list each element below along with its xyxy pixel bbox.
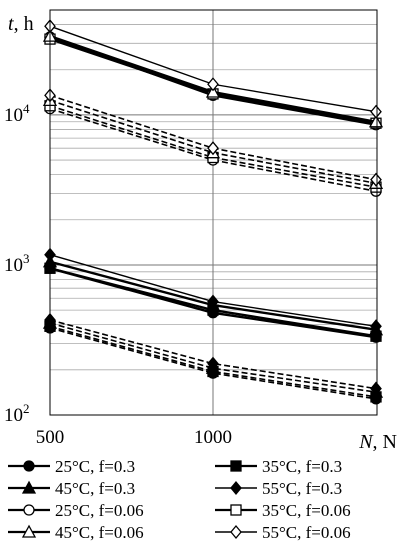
data-point <box>370 104 382 119</box>
legend-label: 55°C, f=0.3 <box>262 479 342 498</box>
legend-label: 45°C, f=0.3 <box>55 479 135 498</box>
data-point <box>368 114 384 128</box>
y-axis-title: t, h <box>8 13 34 35</box>
data-point <box>370 381 382 396</box>
y-tick-label: 104 <box>4 101 30 126</box>
legend-label: 25°C, f=0.06 <box>55 501 144 520</box>
grid <box>50 9 377 416</box>
y-tick-label: 102 <box>4 401 30 426</box>
series-line <box>49 322 377 393</box>
data-point <box>230 460 242 472</box>
tick-labels: 500 1000 102 103 104 <box>4 101 232 448</box>
legend: 25°C, f=0.3 35°C, f=0.3 45°C, f=0.3 55°C, f… <box>8 457 351 542</box>
data-point <box>207 141 219 156</box>
data-point <box>230 524 242 540</box>
data-point <box>207 356 219 371</box>
y-tick-label: 103 <box>4 251 30 276</box>
data-point <box>21 524 37 538</box>
series-line <box>49 327 377 400</box>
data-point <box>370 172 382 187</box>
series-line <box>49 325 377 398</box>
x-tick-label: 500 <box>36 427 65 448</box>
legend-label: 45°C, f=0.06 <box>55 523 144 542</box>
legend-label: 55°C, f=0.06 <box>262 523 351 542</box>
series-layer <box>42 19 384 405</box>
plot-frame <box>49 9 378 416</box>
legend-label: 35°C, f=0.06 <box>262 501 351 520</box>
data-point <box>230 504 242 516</box>
data-point <box>205 84 221 98</box>
x-tick-label: 1000 <box>194 427 232 448</box>
data-point <box>207 77 219 92</box>
series-line <box>49 107 377 192</box>
series-line <box>49 319 377 390</box>
legend-label: 35°C, f=0.3 <box>262 457 342 476</box>
data-point <box>21 480 37 494</box>
legend-label: 25°C, f=0.3 <box>55 457 135 476</box>
data-point <box>230 480 242 496</box>
data-point <box>370 319 382 334</box>
data-point <box>207 294 219 309</box>
data-point <box>23 460 35 472</box>
data-point <box>23 504 35 516</box>
x-axis-title: N, N <box>358 431 397 453</box>
